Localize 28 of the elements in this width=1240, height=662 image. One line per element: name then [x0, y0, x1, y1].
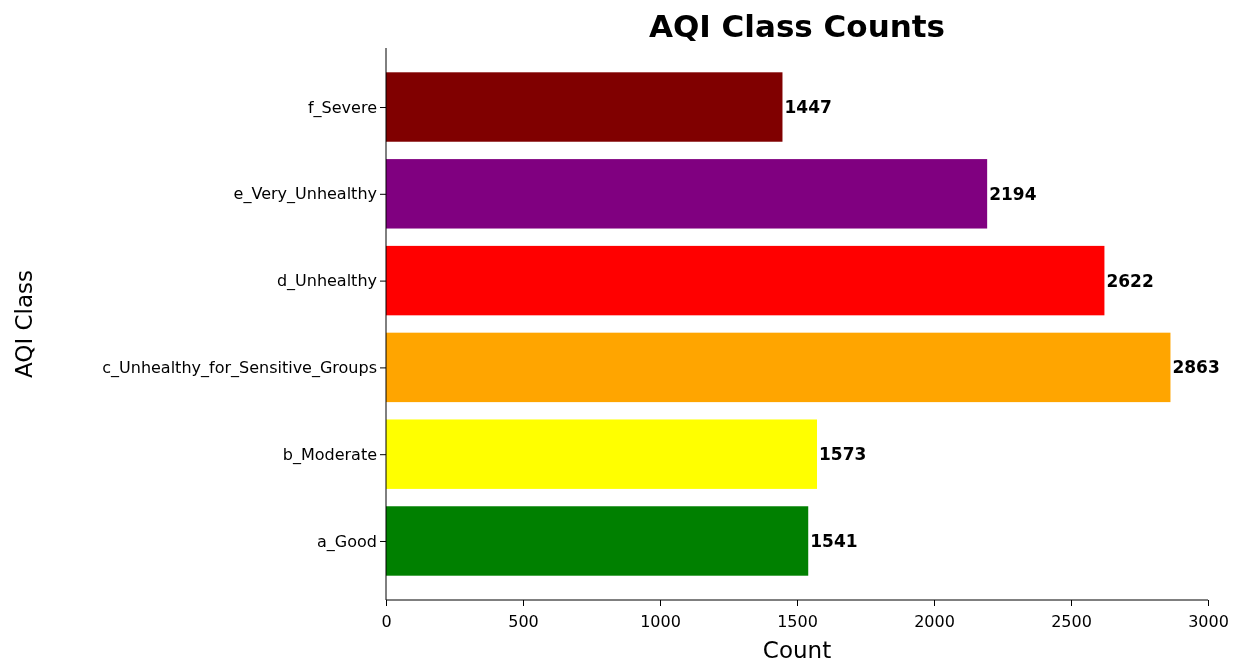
- bar: [386, 159, 988, 229]
- y-tick-label: f_Severe: [307, 97, 377, 118]
- data-label: 1541: [810, 530, 858, 551]
- bar: [386, 72, 783, 142]
- x-tick-label: 1500: [777, 611, 818, 631]
- data-label: 2622: [1106, 270, 1154, 291]
- chart-title: AQI Class Counts: [648, 8, 946, 44]
- bar: [386, 506, 809, 576]
- data-label: 1573: [819, 444, 867, 465]
- y-tick-label: d_Unhealthy: [276, 271, 377, 292]
- x-tick-label: 500: [508, 611, 539, 631]
- x-tick-label: 3000: [1188, 611, 1229, 631]
- y-tick-label: c_Unhealthy_for_Sensitive_Groups: [102, 358, 377, 379]
- data-label: 1447: [784, 96, 832, 117]
- bar: [386, 332, 1171, 403]
- data-label: 2194: [989, 183, 1037, 204]
- bar: [386, 419, 817, 489]
- bar: [386, 245, 1105, 316]
- y-axis-title: AQI Class: [11, 269, 37, 379]
- x-tick-label: 1000: [640, 611, 681, 631]
- y-tick-label: e_Very_Unhealthy: [233, 184, 377, 205]
- x-tick-label: 0: [381, 611, 392, 631]
- y-tick-label: b_Moderate: [282, 444, 377, 465]
- y-tick-label: a_Good: [317, 531, 377, 552]
- x-tick-label: 2000: [914, 611, 955, 631]
- x-tick-label: 2500: [1051, 611, 1092, 631]
- data-label: 2863: [1172, 357, 1220, 378]
- x-axis-title: Count: [762, 637, 832, 662]
